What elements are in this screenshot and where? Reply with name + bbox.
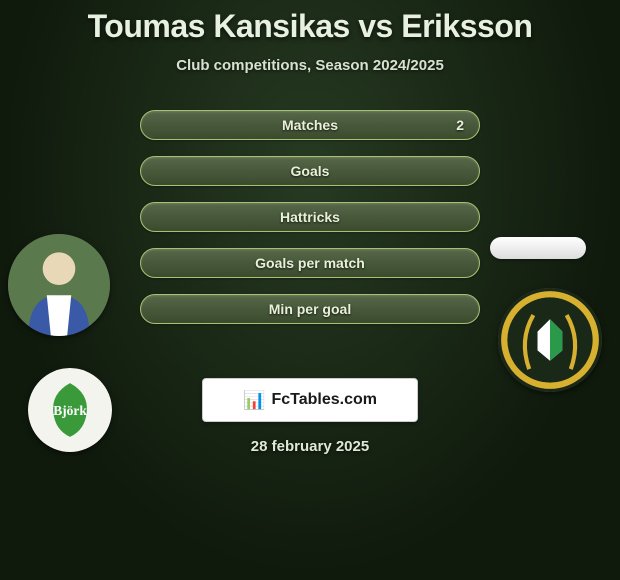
stat-row: Matches 2 xyxy=(140,110,480,140)
wreath-crest-icon xyxy=(498,288,602,392)
chart-icon: 📊 xyxy=(243,390,265,411)
brand-text: FcTables.com xyxy=(271,391,377,409)
club-left-crest: Björk xyxy=(28,368,112,452)
stat-rows: Matches 2 Goals Hattricks Goals per match Min… xyxy=(140,110,480,324)
widget-root: Toumas Kansikas vs Eriksson Club competi… xyxy=(0,0,620,455)
club-right-crest-inner xyxy=(498,288,602,392)
player-left-avatar xyxy=(8,234,110,336)
club-left-crest-inner: Björk xyxy=(28,368,112,452)
stat-label: Matches xyxy=(282,117,338,133)
matches-right-pill xyxy=(490,237,586,259)
stat-row: Min per goal xyxy=(140,294,480,324)
stat-label: Goals per match xyxy=(255,255,365,271)
stat-row: Goals per match xyxy=(140,248,480,278)
stat-row: Hattricks xyxy=(140,202,480,232)
page-title: Toumas Kansikas vs Eriksson xyxy=(0,8,620,45)
player-left-avatar-inner xyxy=(8,234,110,336)
player-silhouette-icon xyxy=(8,234,110,336)
club-right-crest xyxy=(498,288,602,392)
stats-area: Björk Matches2GoalsHattricksGoals per ma… xyxy=(0,110,620,370)
stat-row: Goals xyxy=(140,156,480,186)
stat-label: Min per goal xyxy=(269,301,351,317)
subtitle: Club competitions, Season 2024/2025 xyxy=(0,57,620,74)
svg-text:Björk: Björk xyxy=(53,403,87,418)
stat-label: Goals xyxy=(291,163,330,179)
leaf-crest-icon: Björk xyxy=(28,368,112,452)
stat-label: Hattricks xyxy=(280,209,340,225)
stat-value-right: 2 xyxy=(456,117,464,133)
brand-badge[interactable]: 📊 FcTables.com xyxy=(202,378,418,422)
